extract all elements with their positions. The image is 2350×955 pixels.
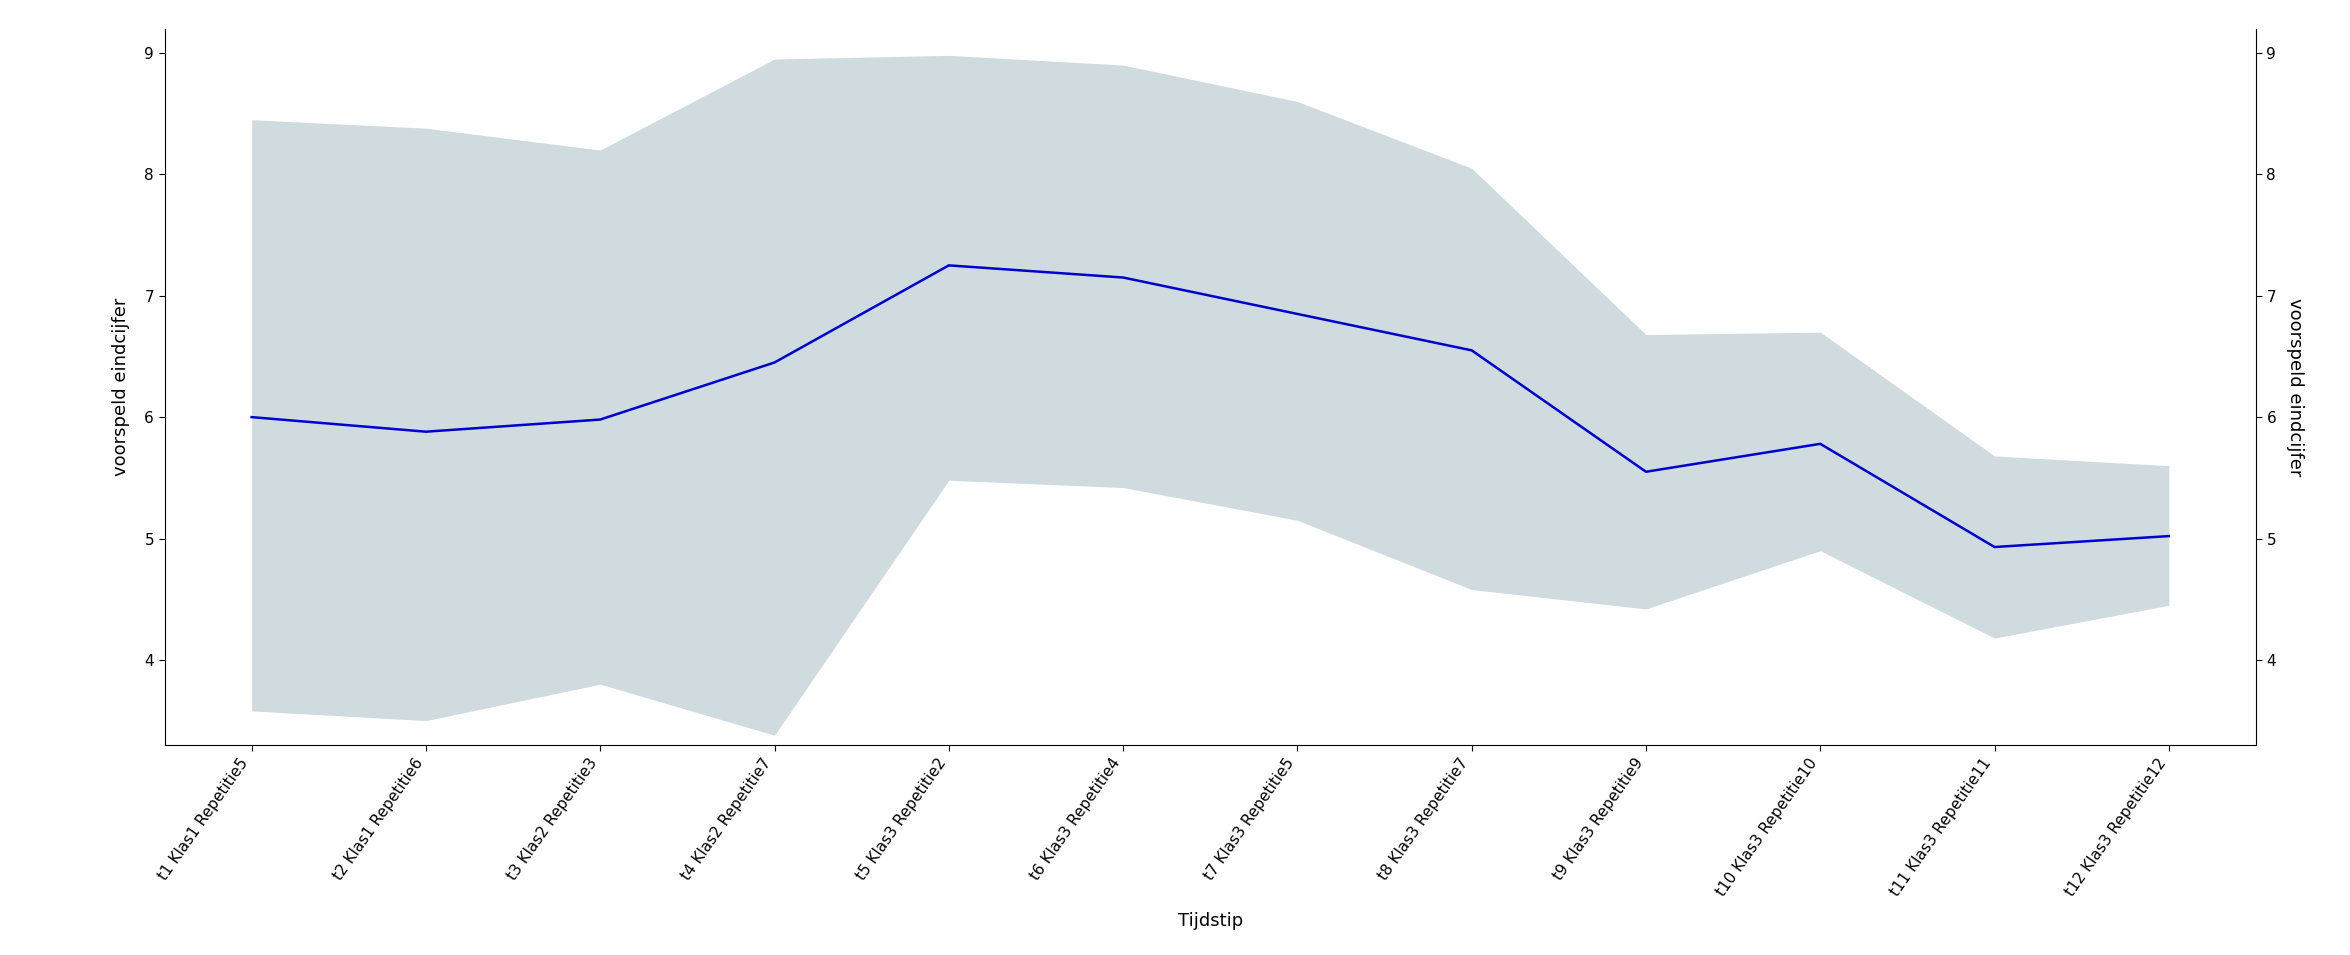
Y-axis label: voorspeld eindcijfer: voorspeld eindcijfer bbox=[113, 298, 132, 476]
X-axis label: Tijdstip: Tijdstip bbox=[1177, 912, 1243, 930]
Y-axis label: voorspeld eindcijfer: voorspeld eindcijfer bbox=[2287, 298, 2303, 476]
